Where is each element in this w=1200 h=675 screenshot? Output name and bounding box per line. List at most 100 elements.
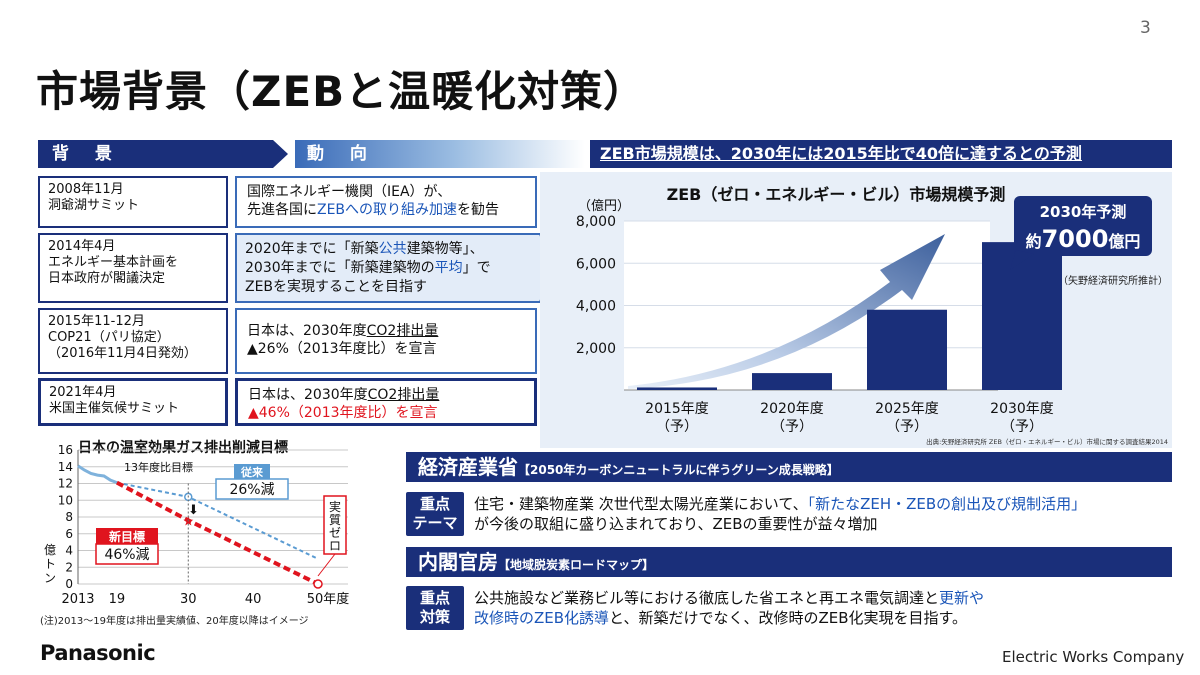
cabinet-text: 公共施設など業務ビル等における徹底した省エネと再エネ電気調達と更新や 改修時のZ…: [474, 589, 985, 627]
row-date: 2008年11月: [48, 182, 124, 197]
row-event: 米国主催気候サミット: [49, 401, 180, 416]
market-chart: ZEB（ゼロ・エネルギー・ビル）市場規模予測 （億円） 2,000 4,000 6,…: [576, 185, 1168, 446]
row-event: 日本政府が閣議決定: [48, 271, 166, 286]
row-2014-right: 2020年までに「新築公共建築物等」、 2030年までに「新築建築物の平均」で …: [235, 233, 545, 303]
row-text: 先進各国にZEBへの取り組み加速を勧告: [247, 202, 500, 218]
ghg-ylabel-1: 億: [44, 543, 56, 557]
ghg-note: (注)2013〜19年度は排出量実績値、20年度以降はイメージ: [40, 614, 309, 627]
row-2014-left: 2014年4月 エネルギー基本計画を 日本政府が閣議決定: [38, 233, 228, 303]
page-number: 3: [1140, 18, 1151, 38]
market-bar: [982, 242, 1062, 390]
row-event: エネルギー基本計画を: [48, 255, 179, 270]
forecast-callout: [1014, 196, 1152, 256]
market-bar: [752, 373, 832, 390]
row-date: 2021年4月: [49, 385, 117, 400]
ghg-new-value: 46%減: [104, 546, 149, 563]
cabinet-tag: 重点 対策: [406, 586, 464, 630]
market-bar: [637, 387, 717, 390]
ghg-old-label: 従来: [240, 465, 264, 479]
ghg-ylabel-2: ト: [44, 557, 56, 571]
ghg-ytick-label: 14: [58, 460, 73, 474]
market-xtick-label: 2015年度: [645, 401, 709, 417]
market-ytick-label: 4,000: [576, 299, 616, 315]
row-text: 国際エネルギー機関（IEA）が、: [247, 184, 452, 200]
svg-text:質: 質: [329, 512, 341, 527]
row-text: 日本は、2030年度CO2排出量: [248, 387, 440, 403]
row-2021-right: 日本は、2030年度CO2排出量 ▲46%（2013年度比）を宣言: [235, 378, 537, 426]
market-xtick-label: 2025年度: [875, 401, 939, 417]
ghg-ytick-label: 2: [65, 560, 73, 574]
ghg-annotation-13: 13年度比目標: [124, 460, 193, 474]
ghg-chart-title: 日本の温室効果ガス排出削減目標: [78, 439, 288, 456]
market-xtick-label: 2020年度: [760, 401, 824, 417]
market-chart-source: 出典:矢野経済研究所 ZEB（ゼロ・エネルギー・ビル）市場に関する調査結果201…: [926, 437, 1168, 446]
header-market: ZEB市場規模は、2030年には2015年比で40倍に達するとの予測: [590, 140, 1172, 168]
header-background: 背 景: [38, 140, 288, 168]
market-bar: [867, 309, 947, 390]
ghg-zero-point: [313, 579, 323, 589]
ghg-new-label-bg: [96, 528, 158, 544]
market-xtick-label: 2030年度: [990, 401, 1054, 417]
ghg-xtick-label: 40: [245, 592, 262, 607]
svg-text:ゼ: ゼ: [329, 526, 341, 540]
ghg-xtick-label: 30: [180, 592, 197, 607]
row-2021-left: 2021年4月 米国主催気候サミット: [38, 378, 228, 426]
forecast-callout-line1: 2030年予測: [1040, 203, 1127, 221]
ghg-chart-bg: [38, 436, 366, 628]
row-date: 2015年11-12月: [48, 314, 145, 329]
ghg-new-2030-star: ★: [182, 514, 194, 529]
header-market-text: ZEB市場規模は、2030年には2015年比で40倍に達するとの予測: [600, 144, 1082, 163]
ghg-actual-line: [77, 464, 118, 485]
meti-text: 住宅・建築物産業 次世代型太陽光産業において、「新たなZEH・ZEBの創出及び規…: [474, 495, 1087, 533]
ghg-ytick-label: 6: [65, 527, 73, 541]
meti-title: 経済産業省: [418, 455, 518, 479]
cabinet-subtitle: 【地域脱炭素ロードマップ】: [498, 558, 655, 572]
row-text: 2030年までに「新築建築物の平均」で: [245, 260, 491, 276]
meti-header: 経済産業省【2050年カーボンニュートラルに伴うグリーン成長戦略】: [406, 452, 1172, 482]
ghg-new-value-box: [95, 543, 159, 565]
ghg-xtick-label: 50年度: [307, 591, 350, 607]
row-date: 2014年4月: [48, 239, 116, 254]
cabinet-title: 内閣官房: [418, 550, 498, 574]
market-ytick-label: 8,000: [576, 214, 616, 230]
row-event: （2016年11月4日発効）: [48, 346, 197, 361]
svg-text:実: 実: [329, 499, 341, 514]
row-text: ZEBを実現することを目指す: [245, 279, 428, 295]
market-chart-note: （矢野経済研究所推計）: [1058, 274, 1168, 287]
ghg-ylabel-3: ン: [44, 571, 56, 585]
market-chart-ylabel: （億円）: [578, 198, 630, 214]
ghg-ytick-label: 8: [65, 510, 73, 524]
forecast-callout-line2: 約7000億円: [1026, 225, 1141, 253]
svg-text:ロ: ロ: [329, 539, 341, 553]
company-name: Electric Works Company: [1002, 648, 1185, 666]
row-2008-left: 2008年11月 洞爺湖サミット: [38, 176, 228, 228]
row-event: COP21（パリ協定）: [48, 330, 170, 345]
market-xtick-sublabel: （予）: [656, 419, 698, 435]
market-xtick-sublabel: （予）: [771, 419, 813, 435]
row-event: 洞爺湖サミット: [48, 198, 140, 213]
row-text: 2020年までに「新築公共建築物等」、: [245, 241, 484, 257]
page-title: 市場背景（ZEBと温暖化対策）: [36, 67, 647, 116]
row-2008-right: 国際エネルギー機関（IEA）が、 先進各国にZEBへの取り組み加速を勧告: [235, 176, 537, 228]
meti-tag: 重点 テーマ: [406, 492, 464, 536]
row-2015-left: 2015年11-12月 COP21（パリ協定） （2016年11月4日発効）: [38, 308, 228, 374]
ghg-ytick-label: 0: [65, 577, 73, 591]
row-text: ▲26%（2013年度比）を宣言: [247, 341, 437, 357]
market-ytick-label: 6,000: [576, 256, 616, 272]
ghg-xtick-label: 19: [109, 592, 126, 607]
ghg-old-label-bg: [234, 464, 270, 479]
market-ytick-label: 2,000: [576, 341, 616, 357]
row-text: ▲46%（2013年度比）を宣言: [248, 405, 438, 421]
market-xtick-sublabel: （予）: [1001, 419, 1043, 435]
ghg-ytick-label: 12: [58, 477, 73, 491]
ghg-ytick-label: 16: [58, 443, 73, 457]
cabinet-header: 内閣官房【地域脱炭素ロードマップ】: [406, 547, 1172, 577]
row-2015-right: 日本は、2030年度CO2排出量 ▲26%（2013年度比）を宣言: [235, 308, 537, 374]
panasonic-logo: Panasonic: [40, 641, 156, 665]
market-chart-title: ZEB（ゼロ・エネルギー・ビル）市場規模予測: [667, 185, 1006, 204]
ghg-arrow-down-icon: ⬇: [188, 503, 199, 518]
row-text: 日本は、2030年度CO2排出量: [247, 323, 439, 339]
ghg-ytick-label: 4: [65, 544, 73, 558]
ghg-ytick-label: 10: [58, 493, 73, 507]
